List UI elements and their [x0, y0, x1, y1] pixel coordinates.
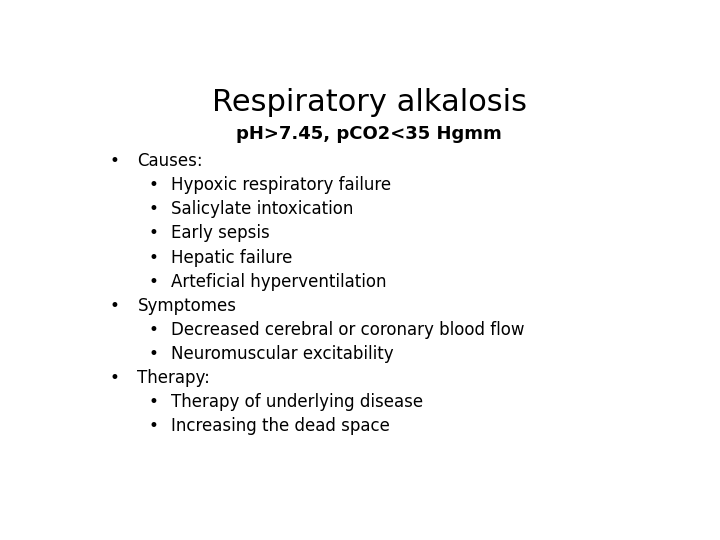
- Text: •: •: [109, 152, 120, 170]
- Text: Therapy:: Therapy:: [138, 369, 210, 387]
- Text: Therapy of underlying disease: Therapy of underlying disease: [171, 393, 423, 411]
- Text: •: •: [148, 345, 158, 363]
- Text: Neuromuscular excitability: Neuromuscular excitability: [171, 345, 394, 363]
- Text: Increasing the dead space: Increasing the dead space: [171, 417, 390, 435]
- Text: •: •: [148, 417, 158, 435]
- Text: Hypoxic respiratory failure: Hypoxic respiratory failure: [171, 176, 391, 194]
- Text: •: •: [148, 200, 158, 218]
- Text: Decreased cerebral or coronary blood flow: Decreased cerebral or coronary blood flo…: [171, 321, 524, 339]
- Text: •: •: [148, 176, 158, 194]
- Text: •: •: [148, 393, 158, 411]
- Text: •: •: [109, 369, 120, 387]
- Text: •: •: [148, 321, 158, 339]
- Text: •: •: [148, 248, 158, 267]
- Text: Causes:: Causes:: [138, 152, 203, 170]
- Text: pH>7.45, pCO2<35 Hgmm: pH>7.45, pCO2<35 Hgmm: [236, 125, 502, 143]
- Text: •: •: [148, 273, 158, 291]
- Text: Early sepsis: Early sepsis: [171, 225, 270, 242]
- Text: Arteficial hyperventilation: Arteficial hyperventilation: [171, 273, 387, 291]
- Text: Symptomes: Symptomes: [138, 297, 236, 315]
- Text: •: •: [148, 225, 158, 242]
- Text: Respiratory alkalosis: Respiratory alkalosis: [212, 87, 526, 117]
- Text: •: •: [109, 297, 120, 315]
- Text: Salicylate intoxication: Salicylate intoxication: [171, 200, 354, 218]
- Text: Hepatic failure: Hepatic failure: [171, 248, 292, 267]
